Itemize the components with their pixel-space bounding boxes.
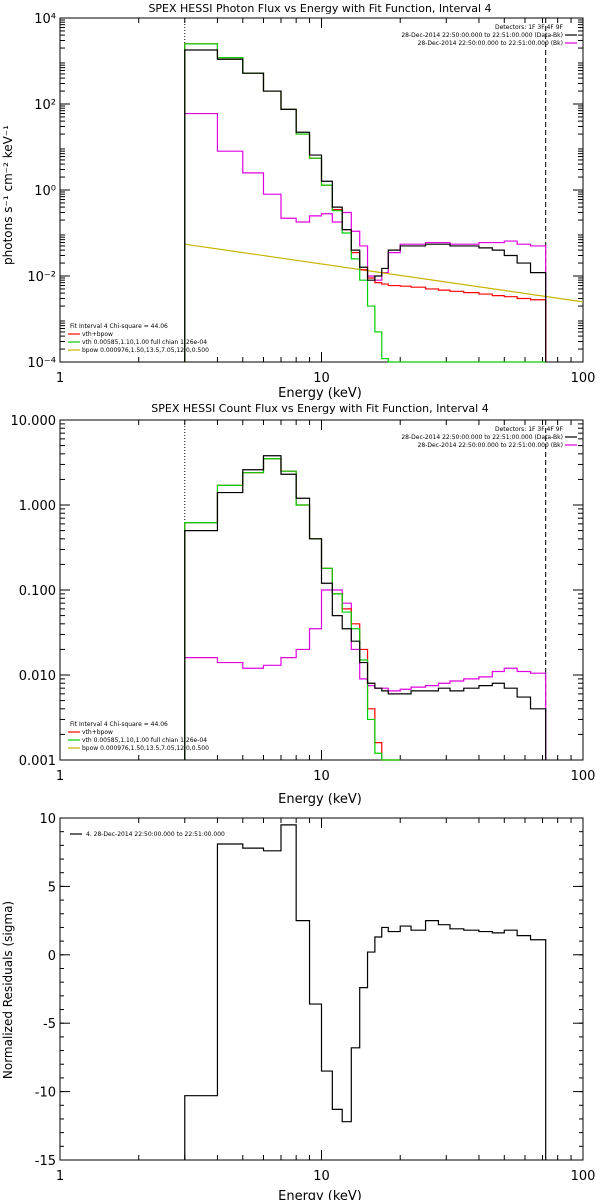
photon-series-vth-bpow (184, 43, 547, 362)
count-legend-top-right-label: 28-Dec-2014 22:50:00.000 to 22:51:00.000… (418, 442, 563, 449)
residuals-y-tick-label: 0 (48, 949, 56, 964)
count-legend-bottom-left-label: Fit Interval 4 Chi-square = 44.06 (70, 721, 168, 728)
photon-x-tick-label: 10 (313, 371, 330, 386)
count-legend-top-right-label: 28-Dec-2014 22:50:00.000 to 22:51:00.000… (401, 434, 563, 441)
residuals-panel: Normalized Residuals (sigma) Energy (keV… (1, 812, 595, 1200)
count-y-tick-label: 0.001 (19, 754, 56, 769)
count-legend-bottom-left-label: bpow 0.000976,1.50,13.5,7.05,12.0,0.500 (82, 745, 209, 752)
photon-legend-bottom-left-label: Fit Interval 4 Chi-square = 44.06 (70, 323, 168, 330)
photon-x-axis-label: Energy (keV) (278, 386, 362, 401)
residuals-legend: 4. 28-Dec-2014 22:50:00.000 to 22:51:00.… (70, 831, 225, 838)
photon-y-tick-label: 10⁻⁴ (27, 356, 56, 371)
count-legend-bottom-left-label: vth+bpow (82, 729, 113, 736)
residuals-x-tick-label: 10 (313, 1169, 330, 1184)
residuals-y-tick-label: -15 (35, 1154, 56, 1169)
residuals-series-residuals (184, 824, 547, 1160)
residuals-y-tick-label: -10 (35, 1086, 56, 1101)
photon-legend-bottom-left-label: vth 0.00585,1.10,1.00 full chian 1.26e-0… (82, 339, 207, 346)
photon-y-tick-label: 10⁴ (34, 12, 56, 27)
count-legend-top-right-label: Detectors: 1F 3F 4F 9F (495, 426, 564, 433)
count-data-layer (184, 420, 547, 761)
count-tick-layer: 1 10 100 0.001 0.010 0.100 1.000 10.000 (11, 414, 596, 784)
residuals-y-tick-label: -5 (43, 1017, 56, 1032)
photon-legend-bottom-left-label: bpow 0.000976,1.50,13.5,7.05,12.0,0.500 (82, 347, 209, 354)
photon-series-bpow (184, 243, 584, 303)
count-x-tick-label: 100 (571, 769, 596, 784)
photon-legend-bottom-left-label: vth+bpow (82, 331, 113, 338)
residuals-x-axis-label: Energy (keV) (278, 1189, 362, 1200)
count-y-tick-label: 0.010 (19, 669, 56, 684)
photon-x-tick-label: 1 (56, 371, 64, 386)
residuals-x-tick-label: 100 (571, 1169, 596, 1184)
photon-y-tick-label: 10² (34, 98, 56, 113)
photon-y-tick-label: 10⁻² (27, 270, 56, 285)
count-series-bk (184, 589, 547, 760)
photon-series-vth (184, 43, 546, 363)
photon-legend-top-right-label: 28-Dec-2014 22:50:00.000 to 22:51:00.000… (418, 40, 563, 47)
photon-legend-top-right-label: Detectors: 1F 3F 4F 9F (495, 24, 564, 31)
residuals-legend-top-left-label: 4. 28-Dec-2014 22:50:00.000 to 22:51:00.… (86, 831, 225, 838)
residuals-y-axis-label: Normalized Residuals (sigma) (1, 901, 15, 1079)
photon-chart-title: SPEX HESSI Photon Flux vs Energy with Fi… (148, 2, 491, 15)
count-flux-panel: SPEX HESSI Count Flux vs Energy with Fit… (11, 402, 596, 807)
count-x-tick-label: 10 (313, 769, 330, 784)
count-y-tick-label: 0.100 (19, 584, 56, 599)
residuals-y-tick-label: 5 (48, 880, 56, 895)
count-x-tick-label: 1 (56, 769, 64, 784)
photon-series-data-bk (184, 49, 547, 362)
photon-plot-frame (59, 17, 584, 363)
photon-data-layer (184, 18, 584, 363)
count-series-vth (184, 458, 401, 761)
photon-legend-top-right-label: 28-Dec-2014 22:50:00.000 to 22:51:00.000… (401, 32, 563, 39)
photon-tick-layer: 1 10 100 10⁻⁴ 10⁻² 10⁰ 10² 10⁴ (27, 12, 595, 386)
count-legend-bottom-left-label: vth 0.00585,1.10,1.00 full chian 1.26e-0… (82, 737, 207, 744)
count-y-tick-label: 10.000 (11, 414, 57, 429)
photon-y-tick-label: 10⁰ (34, 184, 56, 199)
count-x-axis-label: Energy (keV) (278, 792, 362, 807)
residuals-plot-frame (59, 817, 584, 1161)
count-y-tick-label: 1.000 (19, 499, 56, 514)
photon-y-axis-label: photons s⁻¹ cm⁻² keV⁻¹ (1, 125, 15, 265)
count-chart-title: SPEX HESSI Count Flux vs Energy with Fit… (151, 402, 488, 415)
photon-flux-panel: SPEX HESSI Photon Flux vs Energy with Fi… (1, 2, 595, 401)
residuals-tick-layer: 1 10 100 -15 -10 -5 0 5 10 (35, 812, 596, 1184)
residuals-x-tick-label: 1 (56, 1169, 64, 1184)
residuals-y-tick-label: 10 (39, 812, 56, 827)
photon-x-tick-label: 100 (571, 371, 596, 386)
residuals-data-layer (184, 824, 547, 1160)
photon-series-bk (184, 112, 547, 362)
count-series-data-bk (184, 455, 547, 760)
